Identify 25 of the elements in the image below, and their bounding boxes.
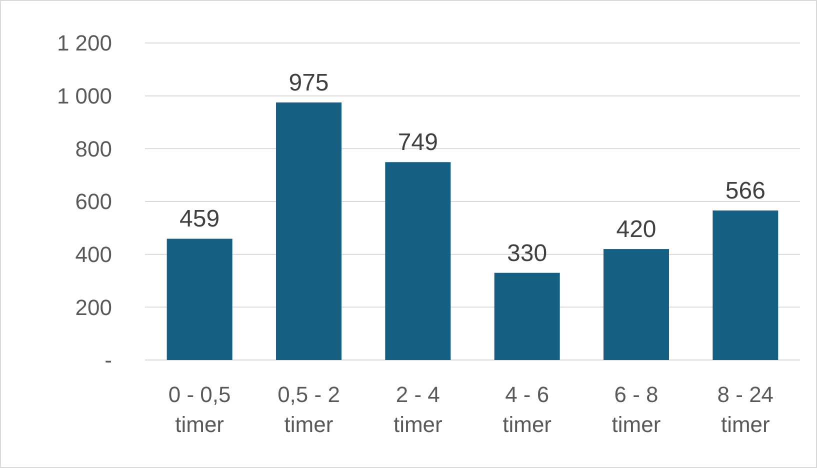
data-label: 749 (398, 129, 438, 156)
bar (712, 210, 778, 360)
x-tick-label: 6 - 8 timer (612, 382, 661, 437)
bar (494, 272, 560, 360)
y-tick-label: 1 200 (56, 30, 112, 56)
bar (166, 238, 232, 360)
bar (276, 102, 342, 360)
y-tick-label: 600 (75, 189, 112, 214)
bar (604, 249, 669, 360)
y-tick-label: 200 (75, 294, 112, 320)
y-tick-label: - (104, 348, 112, 373)
x-tick-label: 0,5 - 2 timer (278, 382, 340, 437)
y-tick-label: 400 (75, 242, 112, 268)
data-label: 566 (725, 177, 766, 204)
data-label: 330 (507, 240, 548, 267)
data-label: 975 (288, 69, 329, 96)
y-tick-label: 1 000 (56, 84, 112, 109)
x-tick-label: 8 - 24 timer (717, 382, 774, 437)
bar (385, 162, 451, 360)
x-tick-label: 0 - 0,5 timer (168, 382, 231, 437)
y-tick-label: 800 (75, 136, 112, 162)
data-label: 459 (180, 206, 220, 233)
data-label: 420 (616, 216, 656, 244)
x-tick-label: 4 - 6 timer (502, 382, 552, 437)
x-tick-label: 2 - 4 timer (393, 382, 442, 437)
